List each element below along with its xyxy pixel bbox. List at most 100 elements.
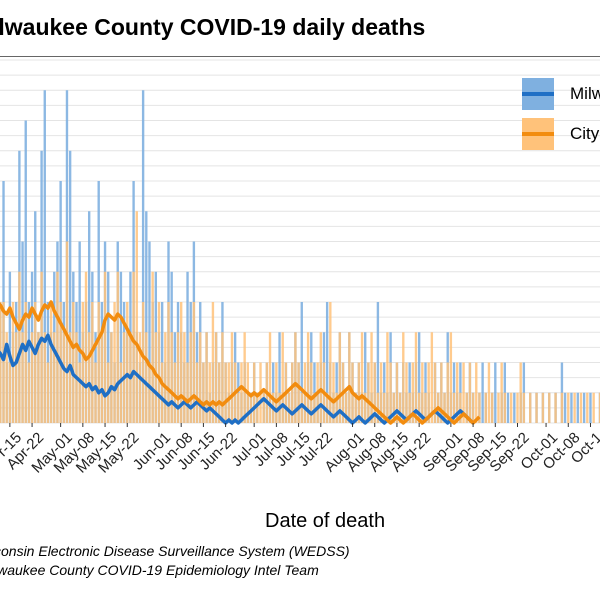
bar-city-day-13 — [34, 302, 37, 423]
bar-city-day-191 — [598, 392, 600, 423]
bar-city-day-42 — [126, 302, 129, 423]
bar-city-day-37 — [110, 332, 113, 423]
bar-milw-day-48 — [145, 211, 148, 423]
bar-milw-day-40 — [119, 271, 123, 423]
bar-city-day-31 — [91, 302, 94, 423]
bar-city-day-112 — [348, 332, 351, 423]
bar-city-day-10 — [24, 302, 27, 423]
bar-city-day-156 — [487, 362, 491, 423]
legend-key-city — [522, 118, 554, 150]
line-city-avg — [0, 300, 481, 425]
bar-city-day-25 — [72, 302, 75, 423]
bar-city-day-167 — [522, 392, 526, 423]
legend-label-city: City — [570, 124, 600, 143]
bar-city-day-127 — [395, 362, 399, 423]
bar-city-day-72 — [221, 332, 224, 423]
bar-city-day-100 — [310, 362, 313, 423]
bar-city-day-9 — [21, 332, 24, 423]
bar-milw-day-158 — [494, 362, 497, 423]
bar-city-day-161 — [503, 392, 507, 423]
bar-city-day-5 — [8, 362, 12, 423]
legend-key-milwaukee — [522, 78, 554, 110]
bar-city-day-124 — [386, 332, 389, 423]
bar-city-day-85 — [262, 392, 265, 423]
bar-city-day-94 — [291, 362, 294, 423]
bar-city-day-73 — [224, 362, 227, 423]
bar-city-day-145 — [452, 392, 456, 423]
bar-city-day-19 — [53, 332, 56, 423]
bar-city-day-28 — [81, 302, 85, 423]
bar-city-day-157 — [490, 392, 494, 423]
bar-milw-day-49 — [148, 241, 151, 423]
bar-city-day-129 — [402, 332, 405, 423]
bar-city-day-17 — [46, 362, 50, 423]
bar-city-day-148 — [462, 362, 465, 423]
bar-city-day-87 — [268, 332, 272, 423]
bar-city-day-14 — [37, 332, 40, 423]
bar-milw-day-186 — [582, 392, 586, 423]
bar-city-day-142 — [443, 392, 446, 423]
bar-city-day-132 — [411, 362, 414, 423]
bar-city-day-117 — [364, 392, 367, 423]
bar-city-day-49 — [148, 362, 151, 423]
bar-city-day-55 — [167, 302, 170, 423]
bar-city-day-139 — [433, 362, 437, 423]
bar-city-day-166 — [519, 362, 522, 423]
legend: Milw City — [518, 74, 600, 154]
legend-item-milwaukee: Milw — [518, 74, 600, 114]
bar-city-day-126 — [392, 392, 395, 423]
bar-city-day-111 — [344, 392, 348, 423]
bar-city-day-130 — [405, 362, 408, 423]
bar-city-day-68 — [208, 362, 211, 423]
legend-key-milwaukee-line — [522, 92, 554, 96]
bar-city-day-106 — [329, 302, 332, 423]
bar-city-day-81 — [249, 392, 253, 423]
bar-milw-day-188 — [589, 392, 592, 423]
bar-city-day-64 — [195, 362, 199, 423]
bar-city-day-3 — [2, 302, 5, 423]
bar-city-day-165 — [516, 392, 519, 423]
bar-milw-day-182 — [570, 392, 573, 423]
bar-city-day-70 — [214, 332, 218, 423]
bar-city-day-152 — [475, 362, 478, 423]
bar-city-day-160 — [500, 362, 503, 423]
bar-milw-day-30 — [87, 211, 91, 423]
bar-city-day-15 — [40, 271, 43, 423]
bar-milw-day-27 — [78, 241, 81, 423]
bar-city-day-108 — [335, 392, 338, 423]
bar-city-day-96 — [297, 362, 300, 423]
bar-city-day-27 — [78, 362, 81, 423]
bar-milw-day-134 — [417, 332, 421, 423]
bar-city-day-116 — [360, 332, 364, 423]
bar-city-day-32 — [94, 362, 97, 423]
bar-city-day-150 — [468, 362, 472, 423]
bar-city-day-71 — [218, 362, 221, 423]
bar-city-day-185 — [579, 392, 583, 423]
bar-city-day-58 — [176, 332, 180, 423]
bar-city-day-181 — [567, 392, 570, 423]
bar-city-day-122 — [379, 362, 383, 423]
bar-city-day-119 — [370, 332, 373, 423]
bar-city-day-65 — [199, 332, 202, 423]
bar-milw-day-162 — [506, 392, 510, 423]
bar-milw-day-121 — [376, 302, 380, 423]
bar-city-day-69 — [211, 302, 215, 423]
bar-milw-day-164 — [513, 392, 516, 423]
bar-milw-day-47 — [141, 90, 145, 423]
bar-city-day-75 — [230, 332, 234, 423]
caption-credit: lwaukee County COVID-19 Epidemiology Int… — [0, 562, 319, 578]
bar-city-day-138 — [430, 332, 434, 423]
bar-city-day-179 — [560, 392, 564, 423]
bar-city-day-114 — [354, 392, 357, 423]
bar-city-day-175 — [548, 392, 551, 423]
legend-label-milwaukee: Milw — [570, 84, 600, 103]
bar-city-day-40 — [119, 362, 123, 423]
bar-milw-day-61 — [186, 271, 189, 423]
bar-city-day-134 — [417, 392, 421, 423]
bar-city-day-18 — [49, 302, 53, 423]
bar-city-day-34 — [100, 332, 104, 423]
bar-city-day-141 — [440, 362, 443, 423]
bar-city-day-7 — [15, 332, 18, 423]
bar-city-day-163 — [509, 392, 513, 423]
bar-city-day-189 — [592, 392, 595, 423]
